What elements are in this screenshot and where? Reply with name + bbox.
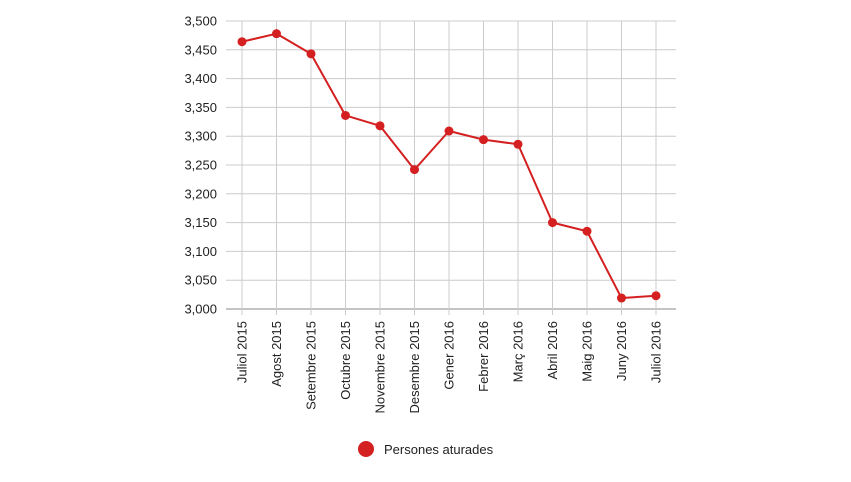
x-tick-label: Desembre 2015 <box>407 321 422 414</box>
data-point <box>306 49 316 59</box>
series-persones-aturades <box>237 29 661 303</box>
y-tick-label: 3,450 <box>184 42 217 57</box>
x-tick-label: Octubre 2015 <box>338 321 353 400</box>
x-tick-label: Març 2016 <box>511 321 526 382</box>
y-tick-label: 3,150 <box>184 215 217 230</box>
legend[interactable]: Persones aturades <box>358 441 494 457</box>
x-tick-label: Gener 2016 <box>442 321 457 390</box>
data-point <box>272 29 281 39</box>
data-point <box>617 293 626 303</box>
x-tick-label: Agost 2015 <box>269 321 284 387</box>
x-tick-label: Febrer 2016 <box>476 321 491 392</box>
x-tick-label: Maig 2016 <box>580 321 595 382</box>
data-point <box>341 110 350 120</box>
x-tick-label: Juny 2016 <box>614 321 629 381</box>
x-tick-label: Abril 2016 <box>545 321 560 380</box>
y-tick-label: 3,300 <box>184 129 217 144</box>
data-point <box>582 226 592 236</box>
legend-label: Persones aturades <box>384 442 494 457</box>
y-tick-label: 3,400 <box>184 71 217 86</box>
data-point <box>444 126 454 136</box>
data-point <box>651 291 661 301</box>
x-tick-label: Setembre 2015 <box>304 321 319 410</box>
legend-marker <box>358 441 374 457</box>
y-tick-label: 3,200 <box>184 186 217 201</box>
data-point <box>375 121 385 131</box>
data-point <box>237 37 247 47</box>
y-tick-label: 3,100 <box>184 244 217 259</box>
x-tick-label: Novembre 2015 <box>373 321 388 414</box>
x-axis-tick-labels: Juliol 2015 Agost 2015 Setembre 2015 Octubr… <box>235 321 664 414</box>
y-tick-label: 3,050 <box>184 273 217 288</box>
y-tick-label: 3,250 <box>184 158 217 173</box>
y-tick-label: 3,350 <box>184 100 217 115</box>
data-point <box>513 139 523 149</box>
data-point <box>410 165 419 175</box>
y-axis-tick-labels: 3,000 3,050 3,100 3,150 3,200 3,250 3,300 3,350… <box>184 14 217 317</box>
y-tick-label: 3,500 <box>184 14 217 29</box>
data-point <box>479 135 488 145</box>
y-tick-label: 3,000 <box>184 302 217 317</box>
x-tick-label: Juliol 2016 <box>649 321 664 383</box>
x-tick-label: Juliol 2015 <box>235 321 250 383</box>
gridlines <box>226 20 676 315</box>
data-point <box>548 218 557 228</box>
